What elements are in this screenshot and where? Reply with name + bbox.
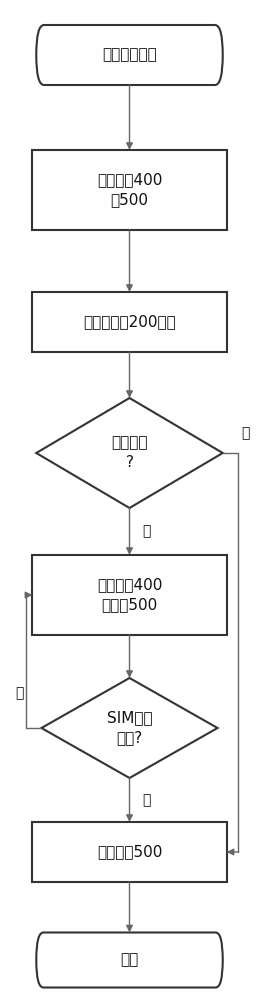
FancyBboxPatch shape <box>36 932 223 988</box>
Text: 监听接口400
和接口500: 监听接口400 和接口500 <box>97 578 162 612</box>
Text: 是: 是 <box>15 686 23 700</box>
Text: 与终端主体200鉴权: 与终端主体200鉴权 <box>83 314 176 330</box>
Bar <box>32 150 227 230</box>
Bar <box>32 292 227 352</box>
Bar <box>32 822 227 882</box>
Text: 终止: 终止 <box>120 952 139 968</box>
Text: SIM身份
合法?: SIM身份 合法? <box>107 711 152 745</box>
Text: 关闭接口500: 关闭接口500 <box>97 844 162 859</box>
Text: 鉴权通过
?: 鉴权通过 ? <box>111 436 148 470</box>
Polygon shape <box>36 398 223 508</box>
Text: 否: 否 <box>241 426 249 440</box>
Polygon shape <box>41 678 218 778</box>
Text: 是: 是 <box>142 524 151 538</box>
FancyBboxPatch shape <box>36 25 223 85</box>
Text: 打开接口400
和500: 打开接口400 和500 <box>97 173 162 207</box>
Bar <box>32 555 227 635</box>
Text: 加密芯片上电: 加密芯片上电 <box>102 47 157 62</box>
Text: 否: 否 <box>142 793 151 807</box>
